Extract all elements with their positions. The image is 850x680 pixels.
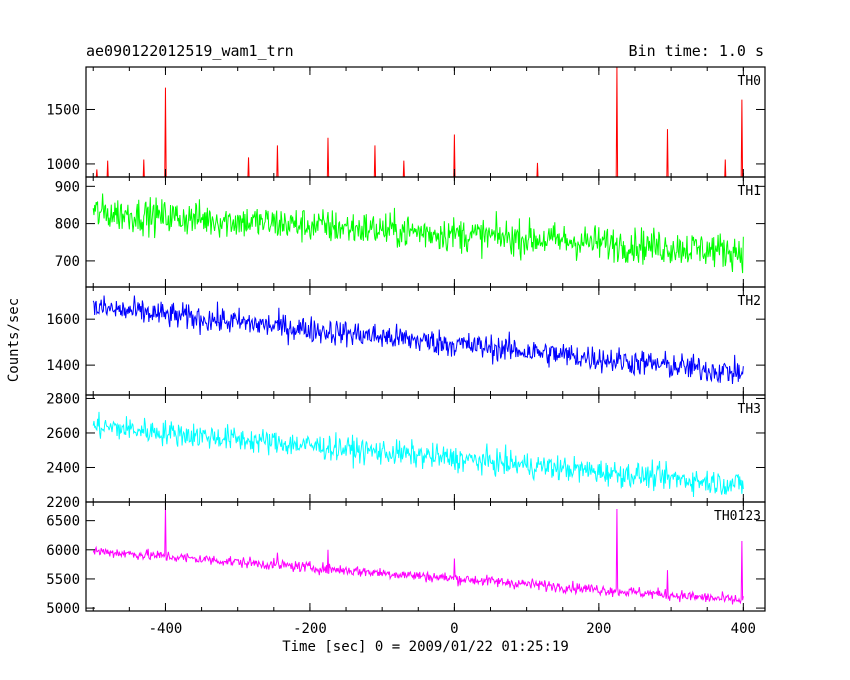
x-axis-label: Time [sec] 0 = 2009/01/22 01:25:19	[282, 639, 569, 655]
x-tick-label: -400	[149, 621, 183, 637]
y-tick-label: 900	[55, 179, 80, 195]
x-tick-label: 400	[731, 621, 756, 637]
y-tick-label: 1500	[46, 102, 80, 118]
y-axis-label: Counts/sec	[6, 298, 22, 382]
panel-label-th1: TH1	[738, 184, 761, 199]
panel-label-th0: TH0	[738, 74, 761, 89]
y-tick-label: 1000	[46, 157, 80, 173]
panel-frame-th3	[85, 394, 766, 503]
panel-frame-th0	[85, 66, 766, 178]
y-tick-label: 5500	[46, 572, 80, 588]
y-tick-label: 1600	[46, 312, 80, 328]
y-tick-label: 700	[55, 254, 80, 270]
panel-label-th3: TH3	[738, 402, 761, 417]
y-tick-label: 1400	[46, 358, 80, 374]
y-tick-label: 2400	[46, 460, 80, 476]
series-th0	[95, 67, 744, 177]
y-tick-label: 2200	[46, 495, 80, 511]
y-tick-label: 2800	[46, 391, 80, 407]
panel-label-th2: TH2	[738, 294, 761, 309]
y-tick-label: 6000	[46, 543, 80, 559]
panel-label-th0123: TH0123	[714, 509, 761, 524]
y-tick-label: 6500	[46, 514, 80, 530]
x-tick-label: -200	[293, 621, 327, 637]
y-tick-label: 2600	[46, 426, 80, 442]
y-tick-label: 800	[55, 217, 80, 233]
series-th0123	[92, 506, 744, 605]
chart-title: ae090122012519_wam1_trn	[86, 42, 294, 60]
series-th3	[92, 411, 744, 498]
panel-frame-th0123	[85, 501, 766, 612]
x-tick-label: 200	[586, 621, 611, 637]
series-th2	[92, 295, 744, 385]
x-tick-label: 0	[450, 621, 458, 637]
bin-time-label: Bin time: 1.0 s	[628, 42, 764, 60]
y-tick-label: 5000	[46, 601, 80, 617]
series-th1	[92, 193, 744, 274]
